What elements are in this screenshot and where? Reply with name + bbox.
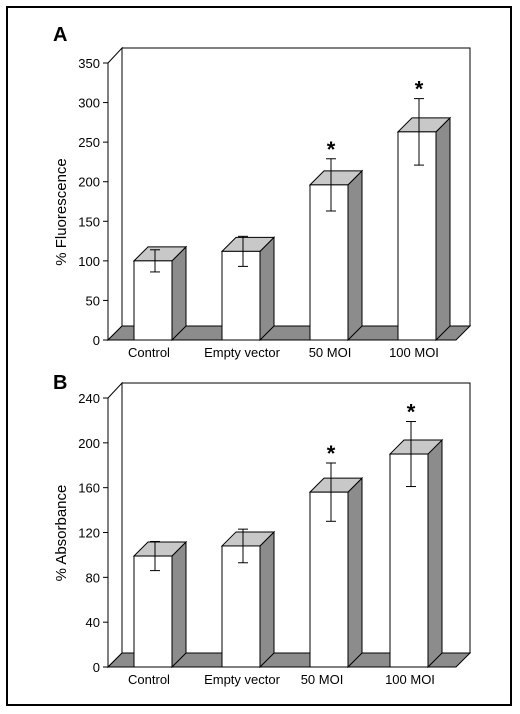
panel-a-bar-side <box>347 169 363 342</box>
panel-b-y-tick-label: 40 <box>86 615 100 630</box>
panel-a-chart: 0 50 100 150 200 250 300 350 Control Empty vector… <box>78 46 472 360</box>
panel-b-significance-star: * <box>407 400 416 425</box>
panel-b-y-tick-label: 160 <box>78 481 100 496</box>
panel-a-y-tick-label: 100 <box>78 254 100 269</box>
panel-a-category-label: 50 MOI <box>309 345 352 360</box>
panel-b-chart: 0 40 80 120 160 200 240 Control Empty vector * 50 … <box>78 381 472 687</box>
panel-b-label: B <box>53 372 67 394</box>
panel-a-y-tick-label: 150 <box>78 214 100 229</box>
panel-a-label: A <box>53 24 67 46</box>
panel-b-y-tick-label: 0 <box>93 660 100 675</box>
panel-a-y-tick-label: 350 <box>78 56 100 71</box>
panel-b-category-label: Control <box>128 672 170 687</box>
panel-b-bar-side <box>427 438 443 669</box>
panel-a-category-label: Control <box>128 345 170 360</box>
panel-a-y-tick-label: 0 <box>93 333 100 348</box>
panel-b-category-label: Empty vector <box>204 672 281 687</box>
panel-a-bar-side <box>259 236 275 342</box>
panel-b-bar <box>309 491 349 668</box>
panel-a-bar <box>309 184 349 341</box>
panel-b-bar <box>389 453 429 668</box>
panel-b-bar-side <box>347 476 363 669</box>
panel-a-bar <box>133 260 173 341</box>
panel-b-bar <box>133 555 173 668</box>
panel-a-bar <box>221 250 261 341</box>
panel-b-y-tick-label: 120 <box>78 526 100 541</box>
panel-a-category-label: 100 MOI <box>389 345 439 360</box>
panel-a-bar <box>397 131 437 341</box>
panel-a-y-tick-label: 300 <box>78 96 100 111</box>
panel-a-side-wall <box>107 46 123 342</box>
panel-b-y-tick-label: 240 <box>78 391 100 406</box>
panel-a-category-label: Empty vector <box>204 345 281 360</box>
panel-a-y-axis-title: % Fluorescence <box>53 158 70 266</box>
panel-b-y-axis-title: % Absorbance <box>53 485 70 582</box>
panel-a-y-tick-label: 200 <box>78 175 100 190</box>
panel-a-significance-star: * <box>327 137 336 162</box>
panel-b-category-label: 50 MOI <box>301 672 344 687</box>
panel-a-significance-star: * <box>415 77 424 102</box>
panel-b-side-wall <box>107 381 123 669</box>
panel-b-y-tick-label: 200 <box>78 436 100 451</box>
panel-b-bar <box>221 545 261 668</box>
panel-a-y-tick-label: 250 <box>78 135 100 150</box>
panel-b-bar-side <box>171 540 187 669</box>
panel-a-bar-side <box>435 116 451 342</box>
panel-a-bar-side <box>171 245 187 342</box>
panel-b-significance-star: * <box>327 441 336 466</box>
panel-b-y-tick-label: 80 <box>86 570 100 585</box>
panel-a-y-tick-label: 50 <box>86 293 100 308</box>
panel-b-bar-side <box>259 530 275 669</box>
panel-b-category-label: 100 MOI <box>385 672 435 687</box>
